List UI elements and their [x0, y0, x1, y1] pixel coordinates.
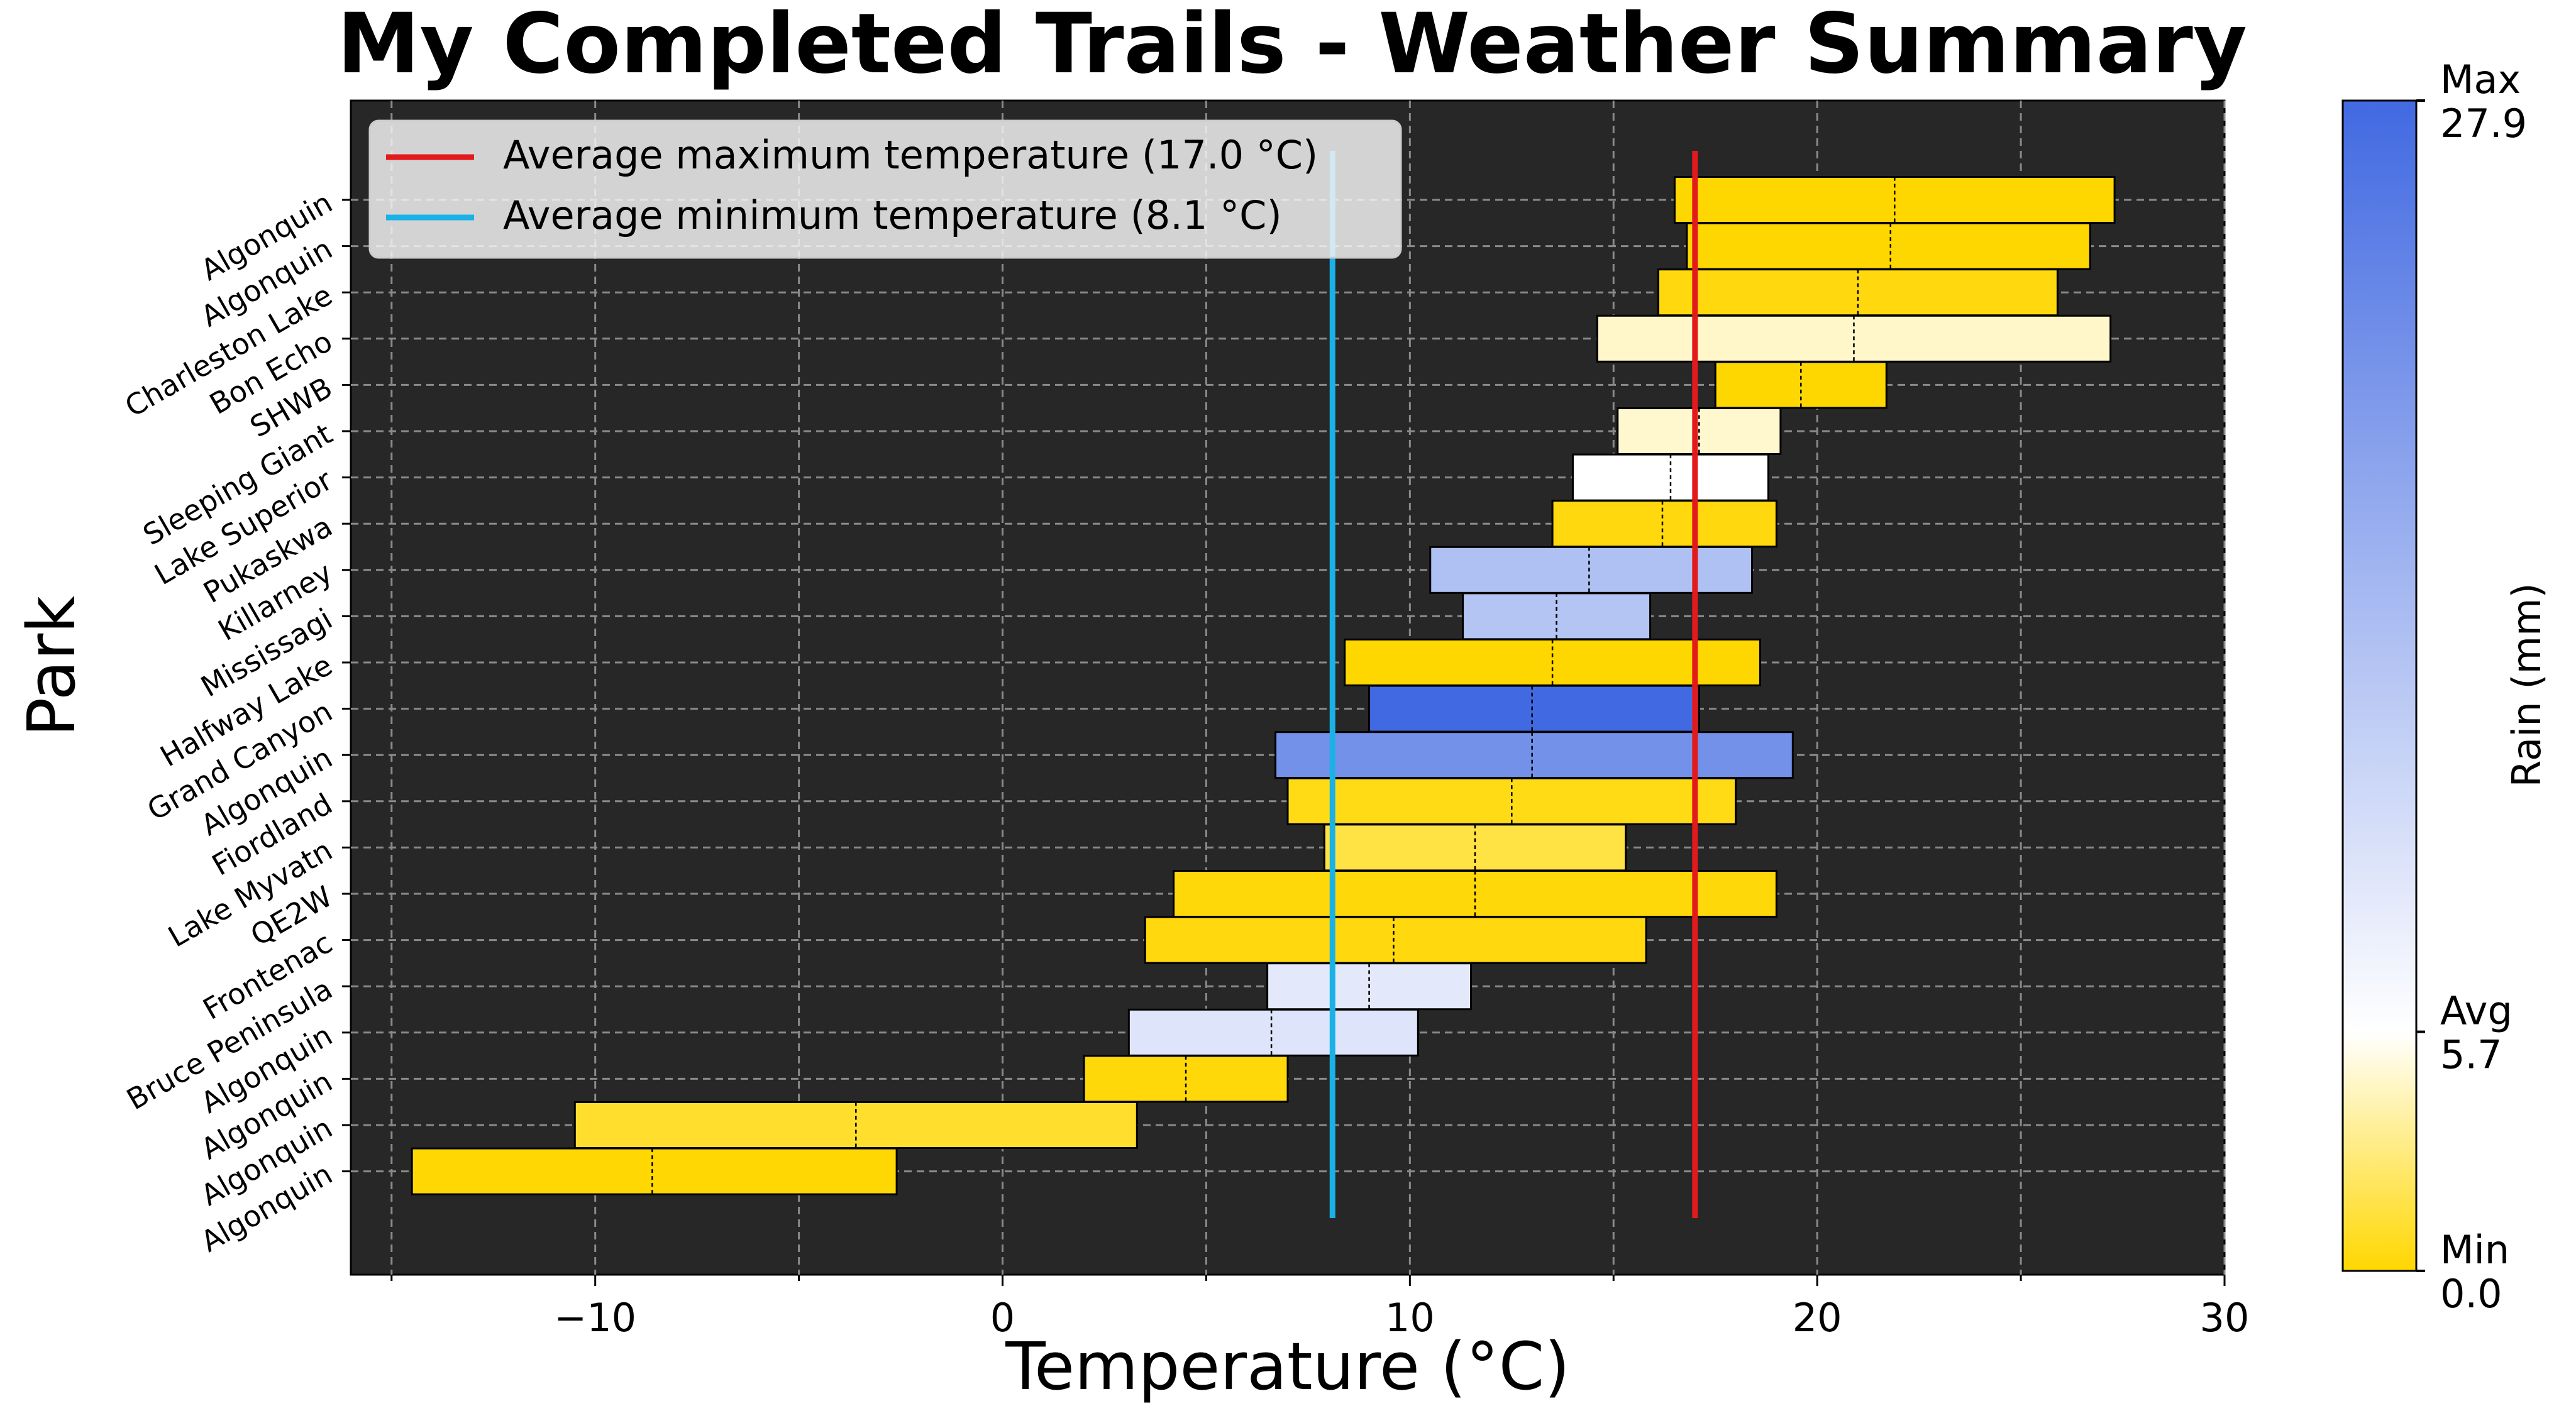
- colorbar-min-value: 0.0: [2440, 1271, 2502, 1317]
- colorbar-min-label: Min: [2440, 1227, 2509, 1273]
- temperature-bar: [1127, 1008, 1419, 1057]
- x-tick-label: 30: [2200, 1295, 2250, 1341]
- temperature-bar: [1551, 500, 1777, 548]
- colorbar-max-label: Max: [2440, 57, 2521, 102]
- colorbar-avg-label: Avg: [2440, 988, 2512, 1034]
- colorbar-scale: [2341, 99, 2418, 1272]
- legend-label-min: Average minimum temperature (8.1 °C): [503, 192, 1282, 238]
- colorbar-max-value: 27.9: [2440, 101, 2527, 146]
- x-tick-label: −10: [554, 1295, 636, 1341]
- temperature-bar: [1368, 684, 1700, 733]
- reference-lines: [1329, 151, 1698, 1218]
- temperature-bar: [1274, 731, 1794, 779]
- chart-title: My Completed Trails - Weather Summary: [337, 0, 2247, 92]
- legend-label-max: Average maximum temperature (17.0 °C): [503, 132, 1318, 178]
- colorbar-title: Rain (mm): [2504, 583, 2550, 787]
- x-tick-label: 0: [990, 1295, 1015, 1341]
- temperature-bar: [1429, 546, 1754, 594]
- x-axis-ticks: −10 0 10 20 30: [390, 1275, 2250, 1341]
- x-axis-label: Temperature (°C): [1005, 1328, 1570, 1405]
- legend: Average maximum temperature (17.0 °C) Av…: [368, 119, 1402, 259]
- x-tick-label: 10: [1385, 1295, 1435, 1341]
- rain-colorbar: Max 27.9 Avg 5.7 Min 0.0 Rain (mm): [2341, 57, 2550, 1317]
- temperature-bar: [1686, 222, 2091, 270]
- x-tick-label: 20: [1793, 1295, 1842, 1341]
- temperature-bar: [1144, 916, 1647, 964]
- legend-box: [368, 119, 1402, 259]
- temperature-bar: [411, 1147, 898, 1195]
- colorbar-avg-value: 5.7: [2440, 1032, 2502, 1078]
- y-axis-label: Park: [13, 596, 90, 737]
- bars: [411, 176, 2116, 1195]
